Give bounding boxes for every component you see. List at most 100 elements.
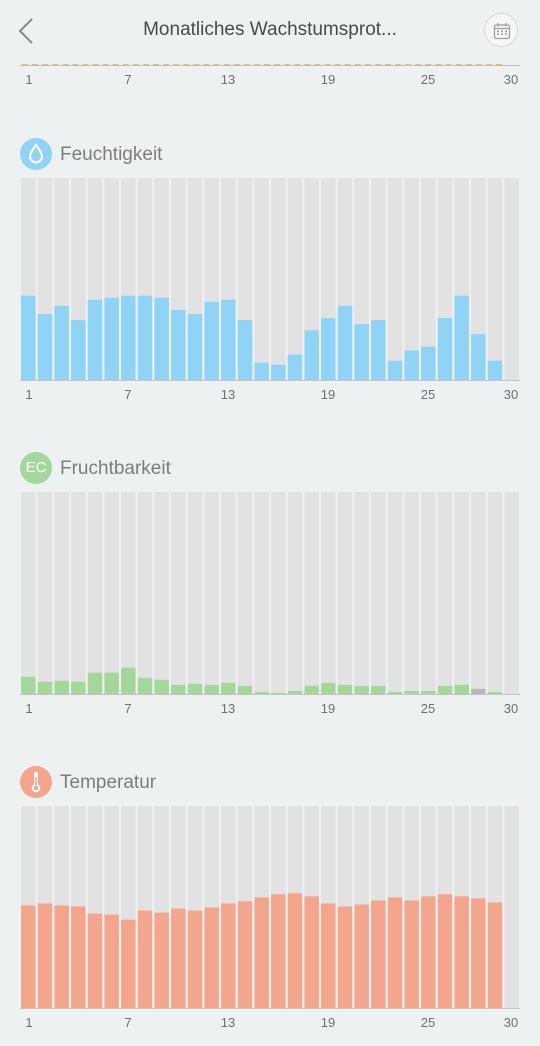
bar-background [121,492,136,695]
bar [271,692,286,695]
bar-background [171,492,186,695]
bar [371,320,386,381]
fertility-chart [20,492,520,695]
bar [187,683,203,695]
tick-label: 7 [124,1015,132,1030]
bar [421,896,436,1009]
bar-background [487,492,503,695]
bar [204,684,219,695]
calendar-button[interactable] [484,13,518,47]
bar [71,320,86,381]
tick-label: 30 [503,387,519,402]
bar-background [404,492,419,695]
bar-background [254,492,269,695]
bar [337,906,353,1009]
bar [154,679,169,695]
bar-background [21,492,36,695]
bar-background [337,492,353,695]
bar-background [221,492,236,695]
bar [337,305,353,381]
section-header-humidity: Feuchtigkeit [20,138,320,170]
bar [54,305,69,381]
tick-label: 13 [220,72,236,87]
bar-background [254,178,269,381]
tick-label: 13 [220,387,236,402]
bar [104,672,119,695]
bar [404,900,419,1009]
tick-label: 1 [25,387,33,402]
bar-background [54,492,69,695]
tick-label: 7 [124,387,132,402]
bar [221,903,236,1009]
tick-label: 13 [220,1015,236,1030]
tick-label: 19 [320,387,336,402]
back-button[interactable] [14,14,42,48]
bar-background [404,178,419,381]
tick-label: 25 [420,72,436,87]
bar [137,910,153,1009]
bar-background [204,492,219,695]
calendar-icon [493,23,511,40]
bar [54,680,69,695]
bar [421,690,436,695]
bar [321,903,336,1009]
x-axis-ticks-previous: 1 7 13 19 25 30 [0,72,540,88]
thermometer-icon [20,766,52,798]
bar-background [371,492,386,695]
bar-background [287,178,303,381]
bar [37,903,53,1009]
bar [87,913,103,1009]
bar-background [387,178,403,381]
bar [287,354,303,381]
bar [437,685,453,695]
bar-background [471,492,486,695]
bar-background [387,492,403,695]
bar [71,906,86,1009]
temperature-chart [20,806,520,1009]
bar [354,324,369,381]
bar [137,295,153,381]
bar [154,912,169,1009]
tick-label: 1 [25,701,33,716]
bar-background [154,492,169,695]
temperature-bar-chart [20,806,520,1009]
bar [271,364,286,381]
bar-background [321,492,336,695]
bar [437,318,453,381]
bar-background [487,178,503,381]
bar [71,681,86,695]
bar [454,295,469,381]
bar [387,691,403,695]
bar-background [104,492,119,695]
tick-label: 19 [320,1015,336,1030]
tick-label: 30 [503,701,519,716]
bar [137,677,153,695]
ec-icon: EC [20,452,52,484]
bar-background [287,492,303,695]
bar-background [504,178,519,381]
bar [104,297,119,381]
bar-background [271,492,286,695]
bar [471,334,486,381]
bar [387,360,403,381]
bar-background [354,492,369,695]
bar [171,684,186,695]
humidity-chart [20,178,520,381]
chevron-left-icon [18,18,33,44]
bar [37,681,53,695]
bar [187,910,203,1009]
app-header: Monatliches Wachstumsprot... [0,0,540,62]
tick-label: 1 [25,72,33,87]
bar [287,893,303,1009]
bar [421,346,436,381]
bar [354,685,369,695]
bar-background [471,178,486,381]
tick-label: 25 [420,701,436,716]
bar [371,685,386,695]
water-drop-icon [20,138,52,170]
previous-chart-axis [20,65,520,66]
bar-background [421,492,436,695]
bar [371,900,386,1009]
bar-background [71,492,86,695]
bar [471,898,486,1009]
